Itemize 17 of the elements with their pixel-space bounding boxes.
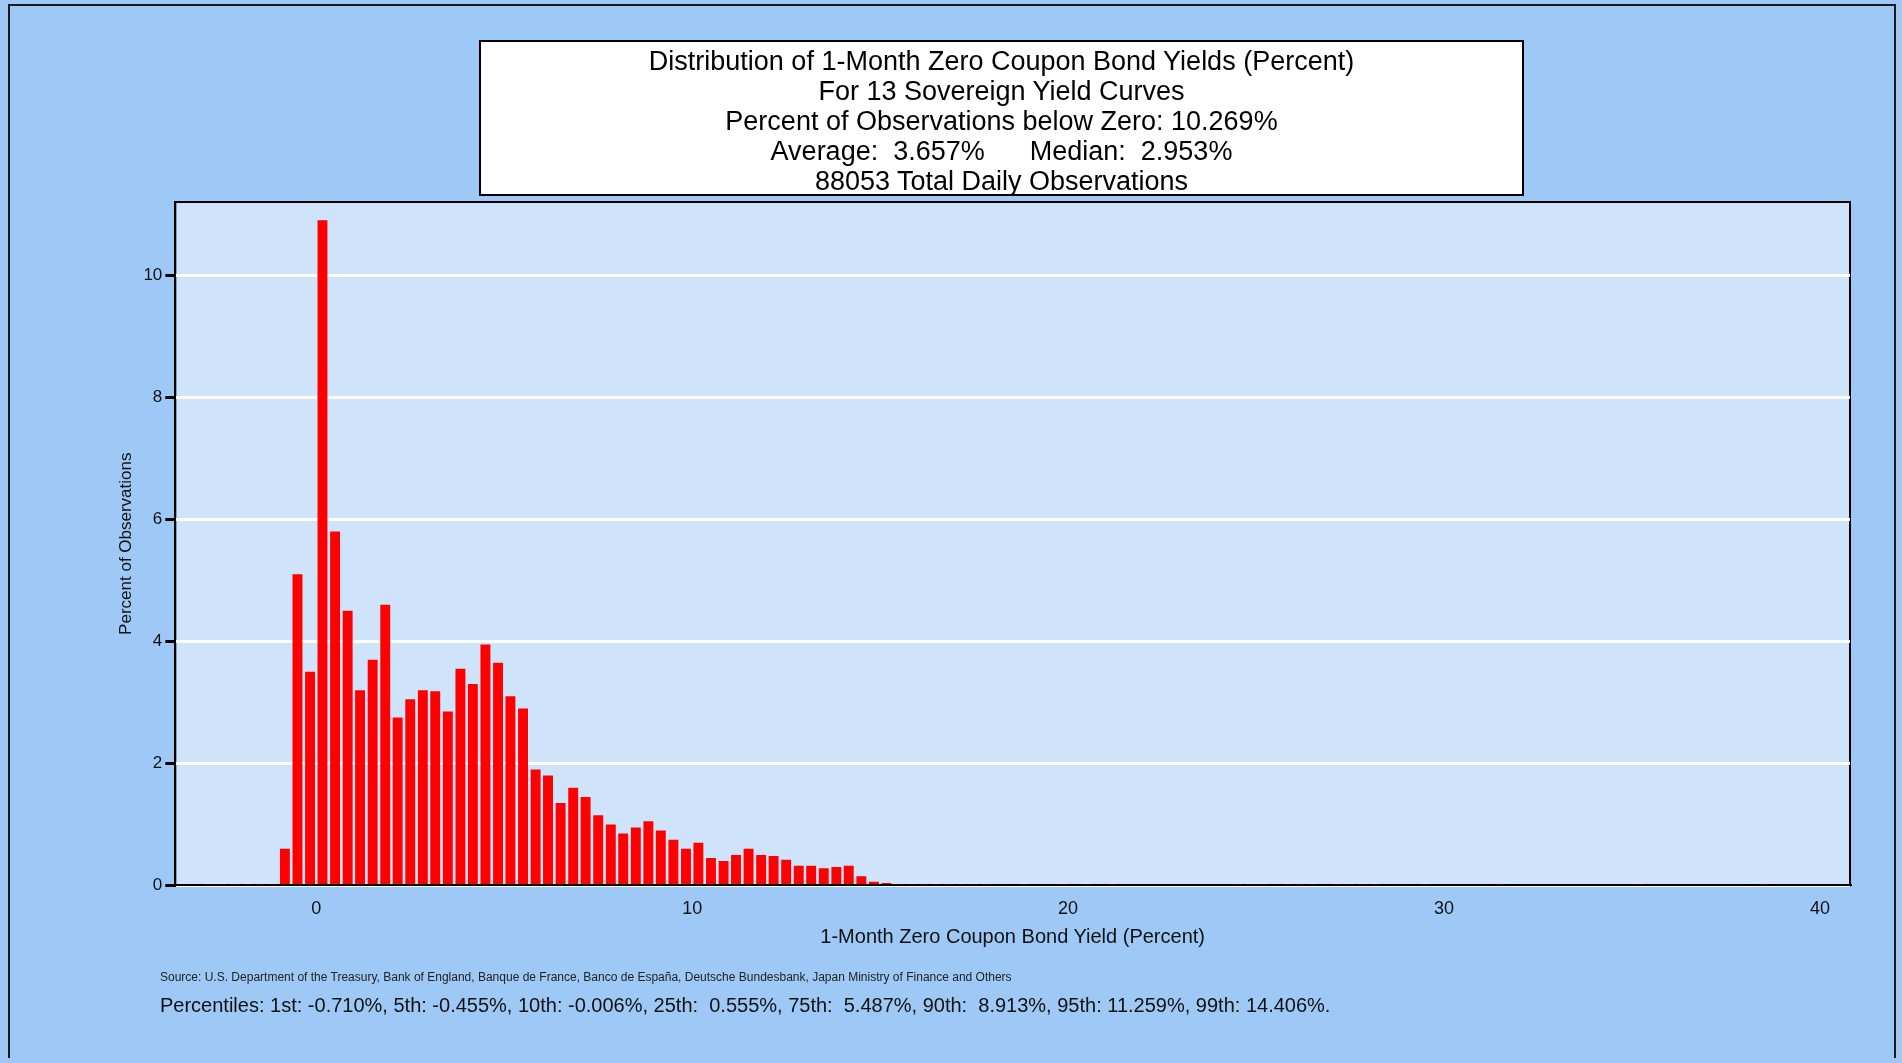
y-tick-label: 0	[152, 875, 163, 895]
y-tick-label: 6	[152, 508, 163, 528]
x-tick-label: 20	[1058, 898, 1079, 919]
y-tick-label: 2	[152, 753, 163, 773]
source-note: Source: U.S. Department of the Treasury, Bank of England, Banque de France, Banco de España, Deutsche Bundesbank, Japan Ministry of Finance and Others	[160, 970, 1013, 984]
y-axis-title: Percent of Observations	[115, 452, 135, 635]
x-tick-label: 30	[1434, 898, 1455, 919]
x-tick-label: 0	[311, 898, 322, 919]
y-tick-label: 10	[143, 264, 163, 284]
text: Percentiles: 1st: -0.710%, 5th: -0.455%, 10th: -0.006%, 25th: 0.555%, 75th: 5.487%, 90th: 8.913%, 95th: 11.259%, 99th: 14.406%.	[160, 994, 1331, 1017]
x-tick-label: 40	[1809, 898, 1830, 919]
x-tick-label: 10	[682, 898, 703, 919]
chart-title: Distribution of 1-Month Zero Coupon Bond Yields (Percent)	[647, 46, 1356, 76]
x-axis-title: 1-Month Zero Coupon Bond Yield (Percent)	[820, 924, 1205, 947]
y-tick-label: 8	[152, 386, 163, 406]
chart-subtitle: For 13 Sovereign Yield Curves Percent of Observations below Zero: 10.269% Average: 3.657% Median: 2.953% 88053 Total Daily Observations	[724, 76, 1279, 196]
y-tick-label: 4	[152, 631, 163, 651]
